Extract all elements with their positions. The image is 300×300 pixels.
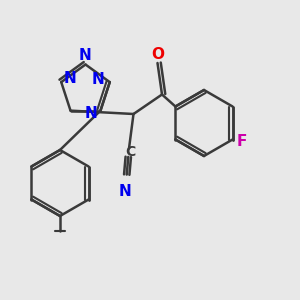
Text: F: F — [237, 134, 247, 148]
Text: N: N — [63, 71, 76, 86]
Text: C: C — [125, 145, 136, 158]
Text: N: N — [79, 48, 92, 63]
Text: O: O — [151, 47, 164, 62]
Text: N: N — [92, 72, 105, 87]
Text: N: N — [118, 184, 131, 199]
Text: N: N — [85, 106, 98, 121]
